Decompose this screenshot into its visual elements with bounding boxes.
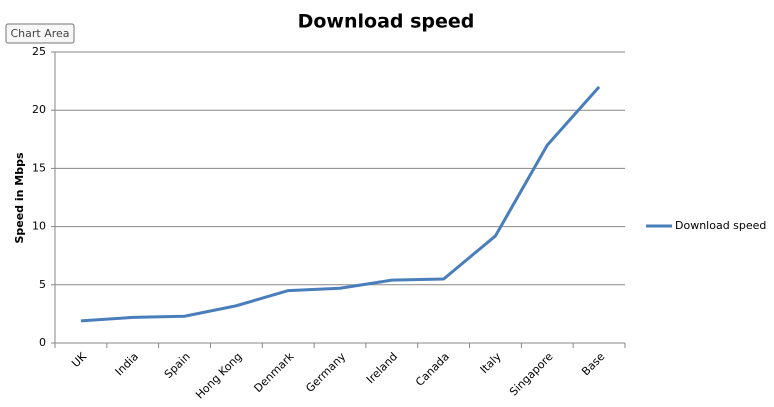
tooltip: Chart Area [5, 23, 75, 44]
chart-title: Download speed [298, 11, 475, 33]
y-tick-label: 25 [32, 45, 46, 58]
y-tick-label: 15 [32, 161, 46, 174]
legend-label: Download speed [675, 219, 766, 232]
tooltip-box [5, 23, 75, 44]
y-tick-label: 0 [39, 336, 46, 349]
y-axis-label: Speed in Mbps [13, 152, 26, 244]
series-line [80, 85, 601, 323]
tooltip-text: Chart Area [10, 27, 69, 40]
y-tick-label: 10 [32, 220, 46, 233]
y-tick-label: 20 [32, 103, 46, 116]
y-tick-label: 5 [39, 278, 46, 291]
